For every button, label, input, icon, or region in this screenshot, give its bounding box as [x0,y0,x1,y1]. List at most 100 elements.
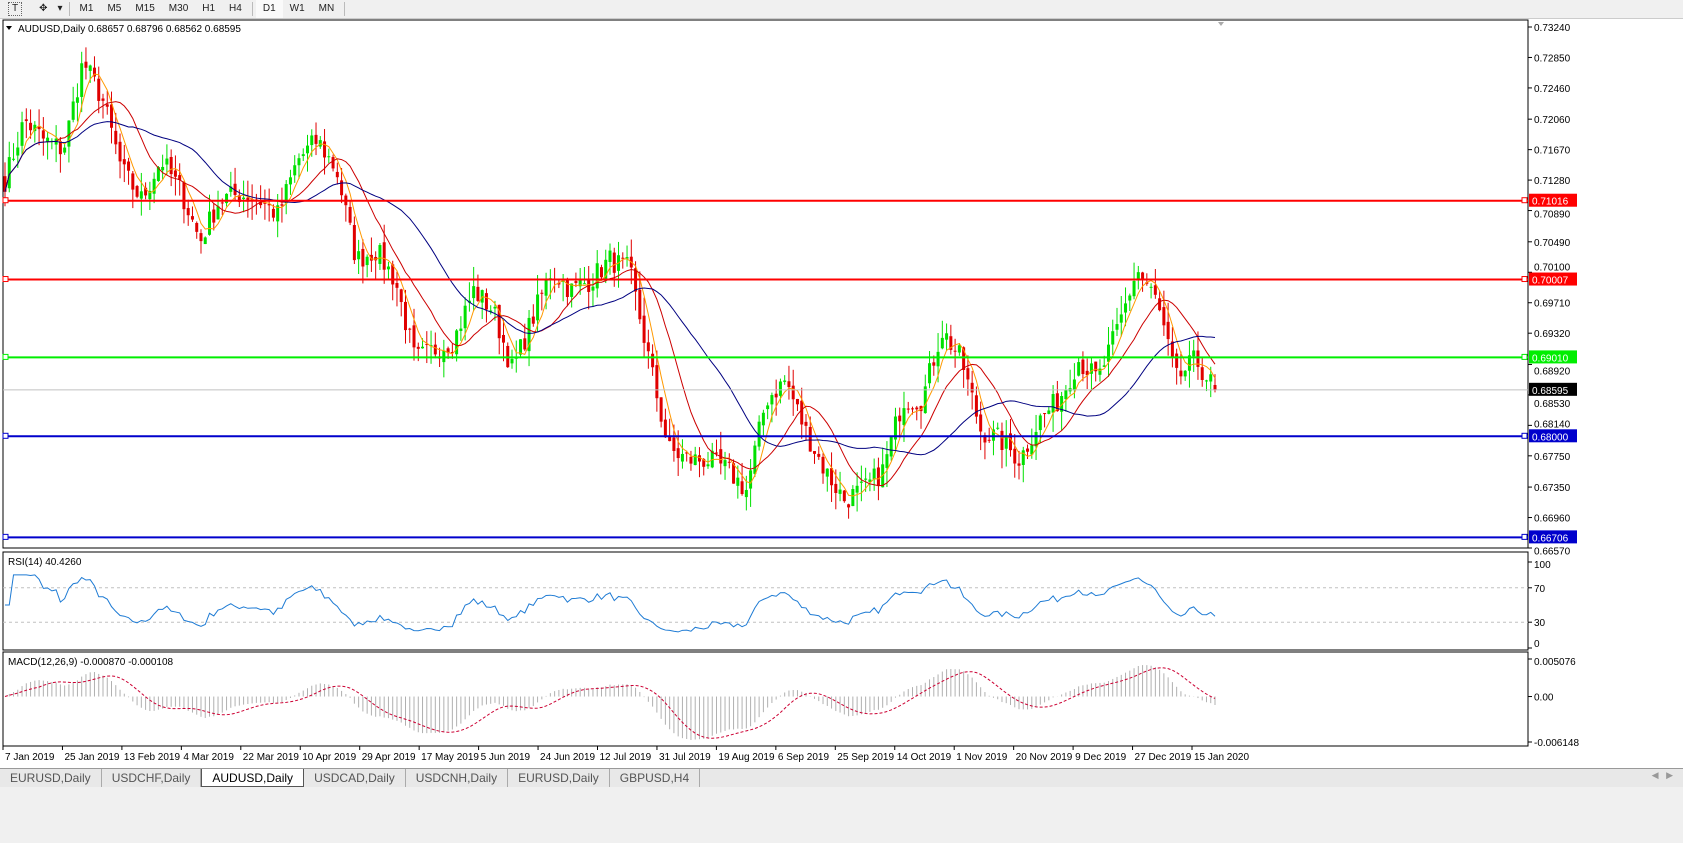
candle-body [842,490,846,502]
candle-body [178,175,182,180]
price-label-bg [1529,272,1577,286]
candle-body [685,452,689,454]
chart-canvas[interactable]: 0.73240 0.72850 0.72460 0.72060 0.71670 0.712… [0,19,1683,768]
tab-scroll-arrows[interactable]: ◀ ▶ [1651,770,1673,780]
candle-body [237,195,241,203]
chart-tab-usdcnh-daily[interactable]: USDCNH,Daily [406,769,509,787]
timeframe-h1-button[interactable]: H1 [202,3,216,14]
candle-body [663,419,667,438]
candle-body [936,351,940,367]
candle-body [1089,363,1093,374]
candle-body [1132,280,1136,297]
candle-body [297,158,301,166]
candle-body [523,338,527,350]
candle-body [489,310,493,312]
candle-body [433,344,437,355]
timeframe-m1-button[interactable]: M1 [79,3,94,14]
candle-body [1175,353,1179,368]
line-handle [2,197,9,204]
line-handle [2,276,9,283]
candle-body [817,453,821,457]
timeframe-m15-button[interactable]: M15 [135,3,155,14]
timeframe-m5-button[interactable]: M5 [107,3,122,14]
candle-body [996,427,1000,429]
shapes-tool-icon[interactable]: ✥ [39,3,48,14]
candle-body [957,345,961,353]
candle-body [16,147,20,156]
timeframe-mn-button[interactable]: MN [318,3,335,14]
timeframe-d1-button[interactable]: D1 [255,0,283,18]
timeframe-h4-button[interactable]: H4 [229,3,242,14]
candle-body [1124,303,1128,313]
candle-body [135,186,139,197]
candle-body [898,415,902,422]
candle-body [114,130,118,145]
candle-body [58,141,62,155]
candle-body [352,225,356,261]
current-price-bg [1529,382,1577,396]
rsi-label: RSI(14) 40.4260 [8,557,82,568]
candle-body [1004,436,1008,449]
candle-body [110,104,114,128]
date-tick-label: 24 Jun 2019 [540,752,595,763]
date-tick-label: 25 Jan 2019 [64,752,119,763]
current-price-label: 0.68595 [1532,386,1569,397]
candle-body [544,279,548,296]
candle-body [412,325,416,348]
candle-body [1072,379,1076,391]
candle-body [1170,341,1174,358]
chart-tab-usdchf-daily[interactable]: USDCHF,Daily [102,769,202,787]
date-tick-label: 17 May 2019 [421,752,479,763]
candle-body [919,405,923,412]
candle-body [676,448,680,459]
candle-body [382,242,386,270]
candles [3,47,1217,519]
candle-body [1034,431,1038,447]
candle-body [314,134,318,144]
chart-tab-audusd-daily[interactable]: AUDUSD,Daily [201,769,305,787]
candle-body [246,197,250,202]
candle-body [1153,285,1157,295]
candle-body [974,395,978,417]
dropdown-arrow-icon[interactable]: ▾ [57,3,63,14]
timeframe-w1-button[interactable]: W1 [289,3,305,14]
candle-body [259,202,263,206]
candle-body [182,182,186,210]
candle-body [340,180,344,196]
price-tick-label: 0.70100 [1534,263,1571,274]
date-tick-label: 12 Jul 2019 [600,752,652,763]
candle-body [732,463,736,484]
candle-body [638,289,642,320]
candle-body [923,386,927,414]
candle-body [105,104,109,107]
line-handle [2,533,9,540]
candle-body [697,455,701,462]
candle-body [940,337,944,349]
candle-body [1162,307,1166,326]
candle-body [864,478,868,480]
candle-body [186,208,190,216]
candle-body [953,350,957,352]
chart-tab-gbpusd-h4[interactable]: GBPUSD,H4 [610,769,701,787]
candle-body [813,451,817,454]
text-tool-icon[interactable]: T [8,2,23,16]
chart-tab-eurusd-daily[interactable]: EURUSD,Daily [508,769,610,787]
price-tick-label: 0.73240 [1534,23,1571,34]
candle-body [821,456,825,474]
candle-body [92,67,96,77]
date-tick-label: 27 Dec 2019 [1135,752,1192,763]
candle-body [855,485,859,493]
toolbar-divider [344,2,346,16]
candle-body [216,206,220,220]
candle-body [501,334,505,343]
line-handle [2,353,9,360]
chart-tab-usdcad-daily[interactable]: USDCAD,Daily [304,769,406,787]
line-handle [1521,276,1528,283]
candle-body [702,459,706,467]
price-tick-label: 0.66570 [1534,546,1571,557]
timeframe-m30-button[interactable]: M30 [168,3,189,14]
candle-body [127,161,131,171]
candle-body [1081,359,1085,375]
price-tick-label: 0.67750 [1534,452,1571,463]
chart-tab-eurusd-daily[interactable]: EURUSD,Daily [0,769,102,787]
